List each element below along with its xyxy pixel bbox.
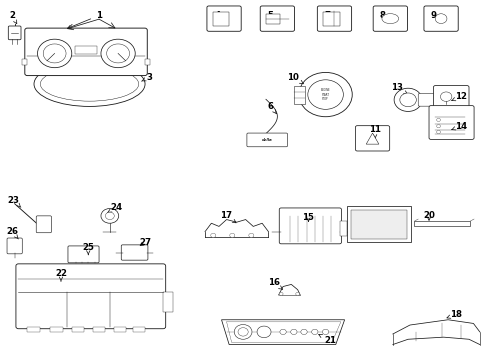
Circle shape — [312, 329, 318, 334]
Text: 17: 17 — [220, 211, 236, 223]
Text: 27: 27 — [139, 238, 151, 247]
Text: 13: 13 — [392, 83, 407, 94]
FancyBboxPatch shape — [424, 6, 458, 31]
Text: 8: 8 — [380, 11, 391, 22]
Text: 20: 20 — [423, 211, 435, 220]
Circle shape — [249, 233, 254, 238]
Text: 6: 6 — [268, 102, 276, 113]
FancyBboxPatch shape — [279, 208, 342, 244]
Bar — [323, 12, 340, 26]
Text: 16: 16 — [268, 278, 283, 289]
Text: 23: 23 — [7, 195, 21, 207]
Bar — [50, 327, 63, 332]
Circle shape — [441, 92, 452, 102]
Circle shape — [322, 329, 329, 334]
Text: 24: 24 — [107, 203, 122, 213]
FancyBboxPatch shape — [25, 28, 147, 76]
Text: 14: 14 — [452, 122, 467, 131]
Text: 18: 18 — [447, 310, 462, 319]
FancyBboxPatch shape — [355, 126, 390, 151]
FancyBboxPatch shape — [247, 133, 288, 147]
Ellipse shape — [382, 14, 399, 24]
Bar — [27, 327, 40, 332]
Text: 19: 19 — [364, 211, 376, 223]
Circle shape — [291, 329, 297, 334]
Bar — [133, 327, 146, 332]
Circle shape — [279, 292, 283, 296]
Circle shape — [257, 326, 271, 338]
Bar — [415, 221, 470, 226]
Text: 9: 9 — [430, 11, 441, 22]
Bar — [294, 86, 305, 104]
Text: 4: 4 — [215, 11, 226, 22]
FancyBboxPatch shape — [434, 86, 469, 108]
Circle shape — [38, 39, 72, 68]
Text: 25: 25 — [82, 243, 94, 255]
Circle shape — [105, 212, 114, 220]
Bar — [22, 59, 27, 65]
FancyBboxPatch shape — [318, 6, 352, 31]
Ellipse shape — [40, 67, 139, 101]
Text: 21: 21 — [318, 334, 337, 345]
Ellipse shape — [34, 62, 145, 107]
Text: ENGINE
START
STOP: ENGINE START STOP — [321, 88, 330, 101]
FancyBboxPatch shape — [207, 6, 241, 31]
Text: della: della — [262, 138, 272, 142]
FancyBboxPatch shape — [36, 216, 51, 233]
Circle shape — [400, 93, 416, 107]
FancyBboxPatch shape — [429, 105, 474, 139]
Text: 7: 7 — [324, 11, 337, 24]
Text: 22: 22 — [55, 269, 67, 281]
Circle shape — [437, 130, 441, 134]
Circle shape — [234, 324, 252, 339]
FancyBboxPatch shape — [373, 6, 408, 31]
Bar — [163, 292, 172, 312]
Circle shape — [394, 88, 422, 112]
Circle shape — [280, 329, 286, 334]
Circle shape — [211, 233, 216, 238]
Text: 10: 10 — [287, 73, 304, 84]
FancyBboxPatch shape — [260, 6, 294, 31]
Circle shape — [101, 39, 135, 68]
Circle shape — [230, 233, 235, 238]
FancyBboxPatch shape — [418, 94, 435, 106]
Circle shape — [238, 328, 248, 336]
FancyBboxPatch shape — [121, 245, 148, 260]
Circle shape — [43, 44, 66, 63]
FancyBboxPatch shape — [68, 246, 99, 263]
Polygon shape — [221, 320, 344, 345]
Bar — [351, 210, 407, 239]
Circle shape — [435, 14, 447, 23]
FancyBboxPatch shape — [8, 26, 21, 40]
Text: 15: 15 — [302, 213, 315, 222]
Bar — [72, 327, 84, 332]
Circle shape — [437, 125, 441, 128]
Text: 12: 12 — [452, 92, 467, 101]
FancyBboxPatch shape — [7, 238, 22, 254]
Circle shape — [296, 292, 299, 296]
Bar — [340, 221, 346, 236]
Text: 26: 26 — [6, 227, 19, 239]
Bar — [266, 14, 280, 24]
Text: 1: 1 — [68, 11, 102, 29]
Bar — [93, 327, 105, 332]
Polygon shape — [366, 133, 379, 144]
Circle shape — [101, 208, 119, 223]
Text: 11: 11 — [369, 125, 381, 138]
Circle shape — [437, 118, 441, 121]
Bar — [114, 327, 126, 332]
Text: 3: 3 — [142, 73, 153, 82]
Text: 5: 5 — [268, 11, 278, 22]
Circle shape — [308, 80, 343, 109]
FancyBboxPatch shape — [16, 264, 166, 329]
Circle shape — [299, 72, 352, 117]
Bar — [213, 12, 229, 26]
Circle shape — [107, 44, 129, 63]
Circle shape — [301, 329, 307, 334]
Text: 2: 2 — [9, 11, 17, 24]
Bar — [346, 206, 411, 242]
Bar — [75, 45, 97, 54]
Bar — [145, 59, 150, 65]
